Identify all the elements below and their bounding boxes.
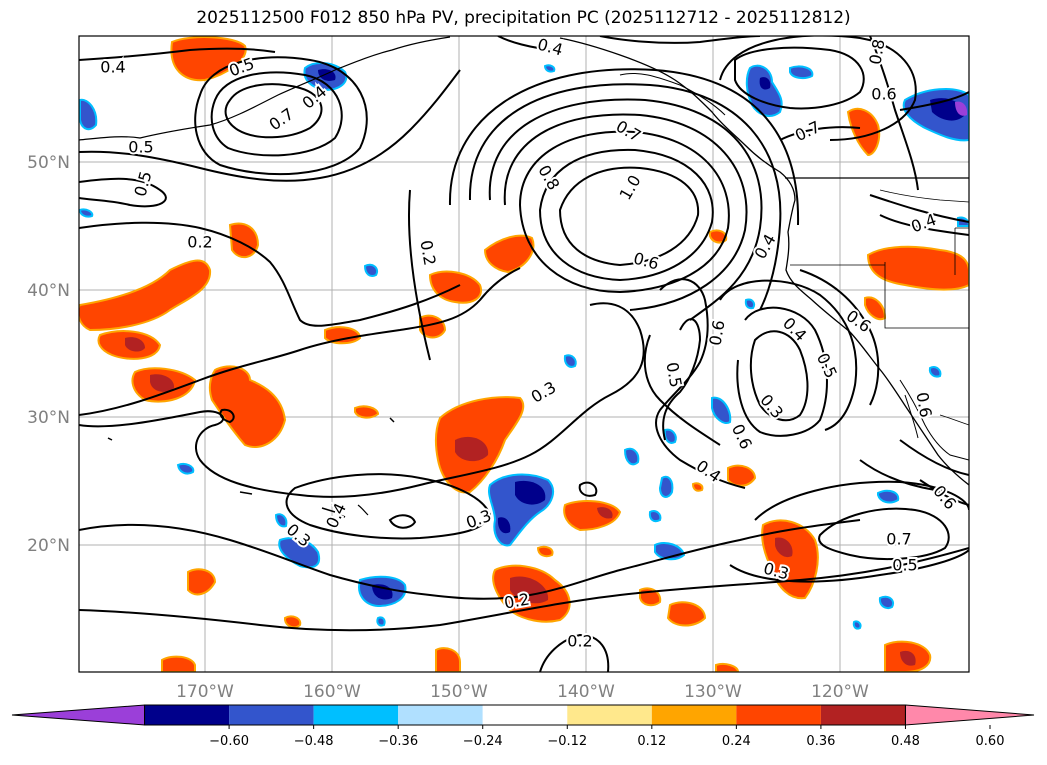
contour-label: 0.7 xyxy=(886,530,911,549)
lat-tick-label: 20°N xyxy=(27,536,70,556)
colorbar-swatch xyxy=(398,705,483,725)
colorbar-tick-label: 0.48 xyxy=(891,734,920,749)
colorbar-swatch xyxy=(567,705,652,725)
colorbar-tick-label: 0.24 xyxy=(722,734,751,749)
colorbar-tick-label: 0.12 xyxy=(637,734,666,749)
lat-tick-label: 40°N xyxy=(27,281,70,301)
contour-label: 0.5 xyxy=(892,556,917,575)
lon-tick-label: 150°W xyxy=(430,682,488,702)
colorbar-swatch xyxy=(651,705,737,725)
lon-tick-label: 120°W xyxy=(811,682,869,702)
precip-negative-areas xyxy=(79,62,969,630)
colorbar-tick-label: 0.60 xyxy=(976,734,1005,749)
colorbar-swatch xyxy=(482,705,568,725)
lon-axis: 170°W 160°W 150°W 140°W 130°W 120°W xyxy=(176,682,869,702)
colorbar-outline xyxy=(144,704,906,726)
lat-tick-label: 30°N xyxy=(27,408,70,428)
map-title: 2025112500 F012 850 hPa PV, precipitatio… xyxy=(196,8,851,28)
lat-axis: 50°N 40°N 30°N 20°N xyxy=(27,153,70,556)
colorbar-extend-min xyxy=(11,704,146,726)
colorbar-swatch xyxy=(313,705,399,725)
contour-label: 0.5 xyxy=(662,361,685,389)
contour-label: 0.2 xyxy=(567,632,592,651)
contour-label: 0.4 xyxy=(100,58,125,77)
colorbar-tick-label: −0.60 xyxy=(209,734,249,749)
colorbar-extend-max xyxy=(904,704,1035,726)
pv-contours xyxy=(79,36,969,672)
colorbar-swatch xyxy=(820,705,906,725)
lon-tick-label: 160°W xyxy=(303,682,361,702)
lat-tick-label: 50°N xyxy=(27,153,70,173)
lon-tick-label: 140°W xyxy=(557,682,615,702)
lon-tick-label: 130°W xyxy=(684,682,742,702)
colorbar-swatch xyxy=(229,705,314,725)
colorbar-tick-label: −0.24 xyxy=(463,734,503,749)
contour-label: 0.2 xyxy=(503,589,531,612)
colorbar: −0.60 −0.48 −0.36 −0.24 −0.12 0.12 0.24 0.36 0.4… xyxy=(11,704,1035,749)
colorbar-swatch xyxy=(144,705,230,725)
map-frame xyxy=(78,35,970,673)
colorbar-tick-label: −0.12 xyxy=(547,734,587,749)
contour-label: 0.5 xyxy=(128,138,153,157)
contour-label: 0.6 xyxy=(871,85,896,104)
colorbar-tick-label: −0.36 xyxy=(378,734,418,749)
colorbar-tick-label: −0.48 xyxy=(294,734,334,749)
contour-label: 0.2 xyxy=(187,233,212,252)
colorbar-tick-label: 0.36 xyxy=(806,734,835,749)
coastlines xyxy=(79,36,969,518)
lon-tick-label: 170°W xyxy=(176,682,234,702)
colorbar-swatch xyxy=(736,705,821,725)
